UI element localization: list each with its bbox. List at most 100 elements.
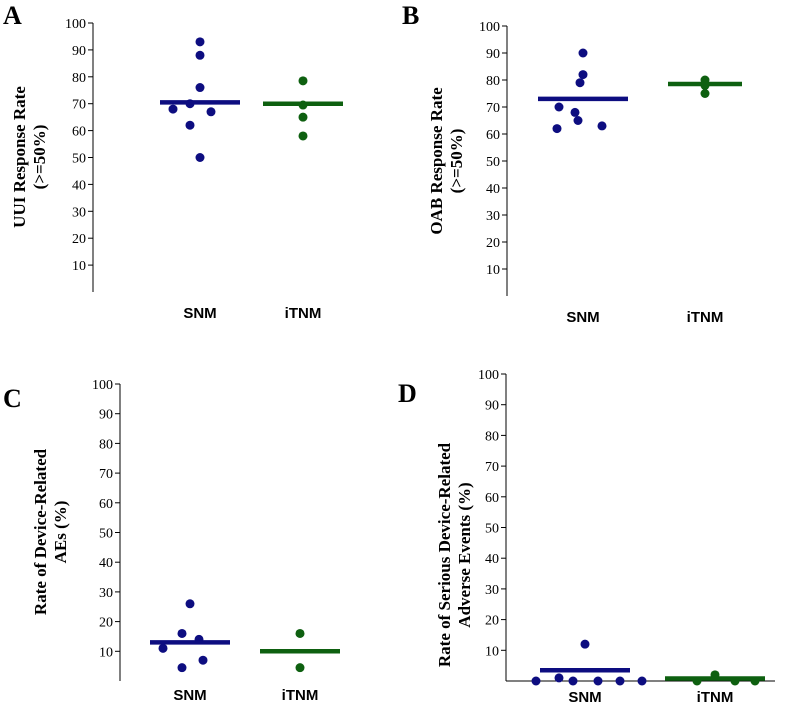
- data-point-itnm: [295, 663, 305, 673]
- data-point-snm: [177, 663, 187, 673]
- panel-d: D 10 20 30 40 50 60 70 80 90 100 Rate of Serious De…: [398, 368, 775, 706]
- y-tick-label: 80: [72, 71, 86, 86]
- data-point-snm: [195, 83, 205, 93]
- panel-letter: A: [3, 1, 22, 30]
- y-tick-label: 40: [485, 552, 499, 567]
- panel-a: A 10 20 30 40 50 60 70 80 90 100 UUI Response Rate(…: [3, 1, 343, 322]
- y-tick-label: 70: [485, 460, 499, 475]
- data-point-snm: [568, 676, 578, 686]
- panel-c: C 10 20 30 40 50 60 70 80 90 100 Rate of Device-Rel…: [3, 378, 340, 704]
- category-label-snm: SNM: [183, 305, 216, 322]
- y-tick-label: 50: [72, 152, 86, 167]
- category-label-snm: SNM: [568, 689, 601, 706]
- data-point-snm: [195, 50, 205, 60]
- y-tick-label: 30: [99, 586, 113, 601]
- data-point-itnm: [298, 112, 308, 122]
- category-label-snm: SNM: [173, 687, 206, 704]
- y-tick-label: 30: [486, 209, 500, 224]
- y-axis-label-line: (>=50%): [447, 129, 466, 194]
- category-label-itnm: iTNM: [285, 305, 322, 322]
- data-point-snm: [578, 70, 588, 80]
- panel-b: B 10 20 30 40 50 60 70 80 90 100 OAB Response Rate(…: [402, 1, 742, 326]
- y-tick-label: 20: [72, 232, 86, 247]
- y-tick-label: 20: [99, 616, 113, 631]
- data-point-snm: [573, 116, 583, 125]
- y-tick-label: 60: [486, 128, 500, 143]
- data-point-snm: [552, 124, 562, 134]
- y-axis-label-line: (>=50%): [30, 125, 49, 190]
- y-tick-label: 30: [485, 583, 499, 598]
- panel-letter: C: [3, 384, 22, 413]
- data-point-snm: [198, 655, 208, 665]
- y-tick-label: 40: [99, 556, 113, 571]
- data-point-itnm: [295, 628, 305, 638]
- y-tick-label: 60: [99, 497, 113, 512]
- y-axis-label: OAB Response Rate(>=50%): [427, 87, 466, 235]
- data-point-snm: [637, 676, 647, 686]
- category-label-itnm: iTNM: [697, 689, 734, 706]
- y-tick-label: 70: [72, 98, 86, 113]
- y-tick-label: 50: [99, 527, 113, 542]
- y-tick-label: 10: [486, 263, 500, 278]
- data-point-snm: [168, 104, 178, 114]
- y-tick-label: 100: [478, 368, 499, 383]
- data-point-snm: [177, 628, 187, 638]
- category-label-snm: SNM: [566, 309, 599, 326]
- y-axis-label: UUI Response Rate(>=50%): [10, 86, 49, 228]
- y-tick-label: 50: [485, 522, 499, 537]
- data-point-snm: [615, 676, 625, 686]
- y-tick-label: 60: [72, 125, 86, 140]
- y-tick-label: 50: [486, 155, 500, 170]
- y-tick-label: 70: [486, 101, 500, 116]
- y-axis-label-line: Rate of Serious Device-Related: [435, 442, 454, 667]
- data-point-snm: [195, 153, 205, 162]
- y-tick-label: 100: [92, 378, 113, 393]
- y-axis-label-line: AEs (%): [51, 501, 70, 564]
- data-point-snm: [554, 673, 564, 683]
- data-point-snm: [185, 599, 195, 609]
- y-tick-label: 10: [72, 259, 86, 274]
- data-point-snm: [206, 107, 216, 117]
- panel-letter: B: [402, 1, 419, 30]
- y-tick-label: 80: [99, 437, 113, 452]
- y-axis-label-line: OAB Response Rate: [427, 87, 446, 235]
- y-tick-label: 40: [486, 182, 500, 197]
- category-label-itnm: iTNM: [282, 687, 319, 704]
- y-tick-label: 90: [99, 408, 113, 423]
- data-point-snm: [570, 107, 580, 117]
- y-tick-label: 30: [72, 205, 86, 220]
- data-point-itnm: [700, 89, 710, 98]
- data-point-itnm: [298, 76, 308, 86]
- y-tick-label: 90: [72, 44, 86, 59]
- data-point-snm: [531, 676, 541, 686]
- panel-letter: D: [398, 379, 417, 408]
- data-point-itnm: [298, 131, 308, 141]
- category-label-itnm: iTNM: [687, 309, 724, 326]
- y-tick-label: 80: [485, 429, 499, 444]
- data-point-snm: [185, 120, 195, 130]
- y-tick-label: 90: [485, 399, 499, 414]
- y-axis-label: Rate of Device-RelatedAEs (%): [31, 448, 70, 615]
- y-tick-label: 90: [486, 47, 500, 62]
- data-point-snm: [593, 676, 603, 686]
- data-point-snm: [580, 639, 590, 649]
- y-axis-label: Rate of Serious Device-RelatedAdverse Ev…: [435, 442, 474, 667]
- y-tick-label: 80: [486, 74, 500, 89]
- y-tick-label: 100: [65, 17, 86, 32]
- y-tick-label: 40: [72, 178, 86, 193]
- data-point-snm: [158, 643, 168, 653]
- data-point-snm: [597, 121, 607, 131]
- data-point-snm: [575, 78, 585, 88]
- y-axis-label-line: UUI Response Rate: [10, 86, 29, 228]
- y-tick-label: 10: [99, 645, 113, 660]
- data-point-snm: [554, 102, 564, 112]
- y-tick-label: 10: [485, 644, 499, 659]
- data-point-snm: [578, 48, 588, 58]
- y-axis-label-line: Adverse Events (%): [455, 482, 474, 627]
- y-tick-label: 20: [485, 614, 499, 629]
- y-tick-label: 70: [99, 467, 113, 482]
- y-tick-label: 60: [485, 491, 499, 506]
- y-axis-label-line: Rate of Device-Related: [31, 448, 50, 615]
- data-point-snm: [195, 37, 205, 47]
